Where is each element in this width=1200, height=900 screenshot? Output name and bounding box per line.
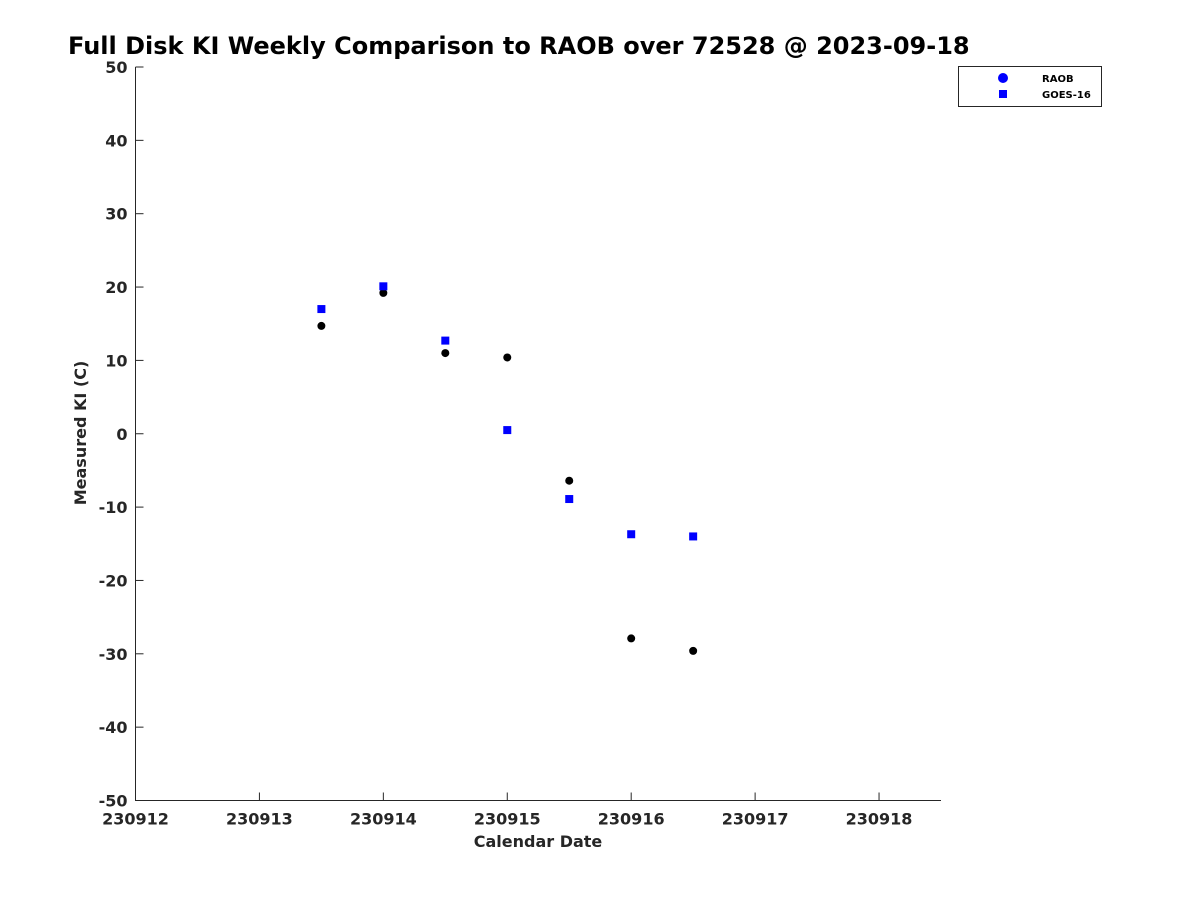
y-axis-label: Measured KI (C) — [71, 361, 90, 506]
y-tick-label: 50 — [105, 58, 127, 77]
goes-16-point — [441, 336, 450, 345]
goes-16-point — [565, 495, 574, 504]
y-tick-label: 0 — [116, 425, 127, 444]
y-tick-label: -30 — [99, 645, 128, 664]
y-tick-label: 30 — [105, 205, 127, 224]
goes-16-point — [379, 282, 388, 291]
legend-goes-16-marker — [999, 90, 1007, 98]
y-tick-label: 20 — [105, 278, 127, 297]
goes-16-point — [689, 532, 698, 541]
x-axis-label: Calendar Date — [474, 832, 603, 851]
y-tick-label: 40 — [105, 131, 127, 150]
goes-16-point — [627, 530, 636, 539]
x-tick-label: 230917 — [722, 810, 789, 829]
y-tick-label: -40 — [99, 718, 128, 737]
chart-title: Full Disk KI Weekly Comparison to RAOB o… — [68, 32, 970, 60]
x-tick-label: 230915 — [474, 810, 541, 829]
raob-point — [627, 634, 636, 643]
x-tick-label: 230918 — [846, 810, 913, 829]
x-ticks: 230912 230913 230914 230915 230916 230917 2309… — [102, 792, 913, 829]
raob-point — [689, 646, 698, 655]
y-tick-label: -10 — [99, 498, 128, 517]
x-tick-label: 230916 — [598, 810, 665, 829]
raob-point — [317, 321, 326, 330]
legend-raob-label: RAOB — [1042, 74, 1074, 85]
raob-point — [379, 288, 388, 297]
y-tick-label: -50 — [99, 792, 128, 811]
legend: RAOB GOES-16 — [958, 66, 1102, 107]
raob-point — [503, 353, 512, 362]
goes-16-point — [503, 426, 512, 435]
legend-goes-16-label: GOES-16 — [1042, 90, 1091, 101]
x-tick-label: 230914 — [350, 810, 417, 829]
y-tick-label: 10 — [105, 351, 127, 370]
x-tick-label: 230912 — [102, 810, 169, 829]
legend-raob-marker — [998, 73, 1008, 83]
y-tick-label: -20 — [99, 571, 128, 590]
y-ticks: -50 -40 -30 -20 -10 0 10 20 30 40 50 — [99, 58, 144, 811]
legend-box — [958, 66, 1102, 107]
x-tick-label: 230913 — [226, 810, 293, 829]
goes-16-point — [317, 305, 326, 314]
raob-point — [565, 476, 574, 485]
data-points — [317, 282, 698, 655]
axes — [135, 67, 941, 801]
raob-point — [441, 349, 450, 358]
